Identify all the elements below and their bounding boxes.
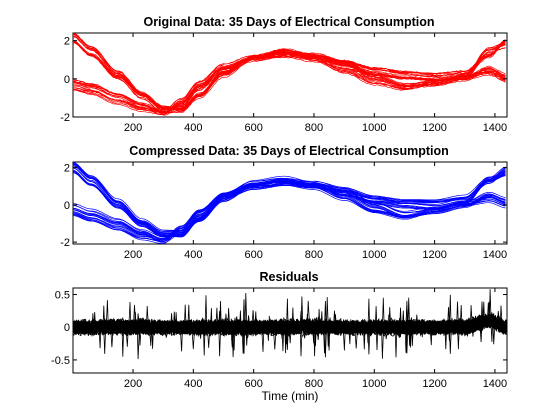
- panel-residuals: Residuals 200 400 600 800 1000 1200 1400 -0.5 0 0…: [51, 270, 508, 403]
- series-line-34: [73, 292, 507, 349]
- x-tick-label: 1200: [422, 249, 446, 261]
- x-tick-label: 1400: [483, 122, 507, 134]
- x-tick-label: 1000: [362, 249, 386, 261]
- ticks-compressed: 200 400 600 800 1000 1200 1400 -2 0 2: [60, 162, 507, 261]
- y-tick-label: 2: [64, 36, 70, 48]
- y-tick-label: 0: [64, 200, 70, 212]
- y-tick-label: -2: [60, 112, 70, 124]
- series-line-28: [73, 55, 506, 116]
- title-residuals: Residuals: [259, 270, 318, 284]
- series-lines-compressed: [73, 162, 506, 244]
- series-line-35: [73, 183, 506, 241]
- title-compressed: Compressed Data: 35 Days of Electrical C…: [129, 144, 449, 158]
- series-line-25: [73, 179, 506, 240]
- series-lines-residuals: [73, 289, 507, 360]
- x-tick-label: 1200: [422, 378, 446, 390]
- series-line-15: [73, 39, 506, 109]
- x-tick-label: 400: [184, 378, 202, 390]
- x-tick-label: 400: [184, 122, 202, 134]
- x-tick-label: 200: [124, 249, 142, 261]
- series-line-35: [73, 53, 506, 116]
- ticks-residuals: 200 400 600 800 1000 1200 1400 -0.5 0 0.5: [51, 288, 507, 390]
- series-line-35: [73, 295, 507, 360]
- y-tick-label: -2: [60, 237, 70, 249]
- x-tick-label: 1000: [362, 122, 386, 134]
- x-tick-label: 600: [244, 122, 262, 134]
- title-original: Original Data: 35 Days of Electrical Con…: [143, 15, 434, 29]
- x-tick-label: 1400: [483, 249, 507, 261]
- series-line-28: [73, 181, 506, 241]
- y-tick-label: 0: [64, 322, 70, 334]
- panel-compressed: Compressed Data: 35 Days of Electrical C…: [60, 144, 508, 261]
- x-tick-label: 800: [305, 378, 323, 390]
- x-tick-label: 800: [305, 249, 323, 261]
- y-tick-label: 0: [64, 74, 70, 86]
- series-line-34: [73, 51, 506, 113]
- y-tick-label: 2: [64, 163, 70, 175]
- x-tick-label: 800: [305, 122, 323, 134]
- x-tick-label: 600: [244, 378, 262, 390]
- x-tick-label: 600: [244, 249, 262, 261]
- x-tick-label: 200: [124, 378, 142, 390]
- panel-original: Original Data: 35 Days of Electrical Con…: [60, 15, 508, 134]
- series-line-34: [73, 184, 506, 242]
- x-tick-label: 1400: [483, 378, 507, 390]
- x-axis-label: Time (min): [262, 389, 319, 403]
- x-tick-label: 1000: [362, 378, 386, 390]
- series-line-17: [73, 167, 506, 234]
- y-tick-label: 0.5: [55, 290, 70, 302]
- series-line-29: [73, 54, 506, 114]
- x-tick-label: 400: [184, 249, 202, 261]
- y-tick-label: -0.5: [51, 355, 70, 367]
- x-tick-label: 1200: [422, 122, 446, 134]
- series-line-33: [73, 52, 506, 113]
- series-lines-original: [73, 33, 506, 116]
- series-line-16: [73, 167, 506, 235]
- ticks-original: 200 400 600 800 1000 1200 1400 -2 0 2: [60, 33, 507, 134]
- x-tick-label: 200: [124, 122, 142, 134]
